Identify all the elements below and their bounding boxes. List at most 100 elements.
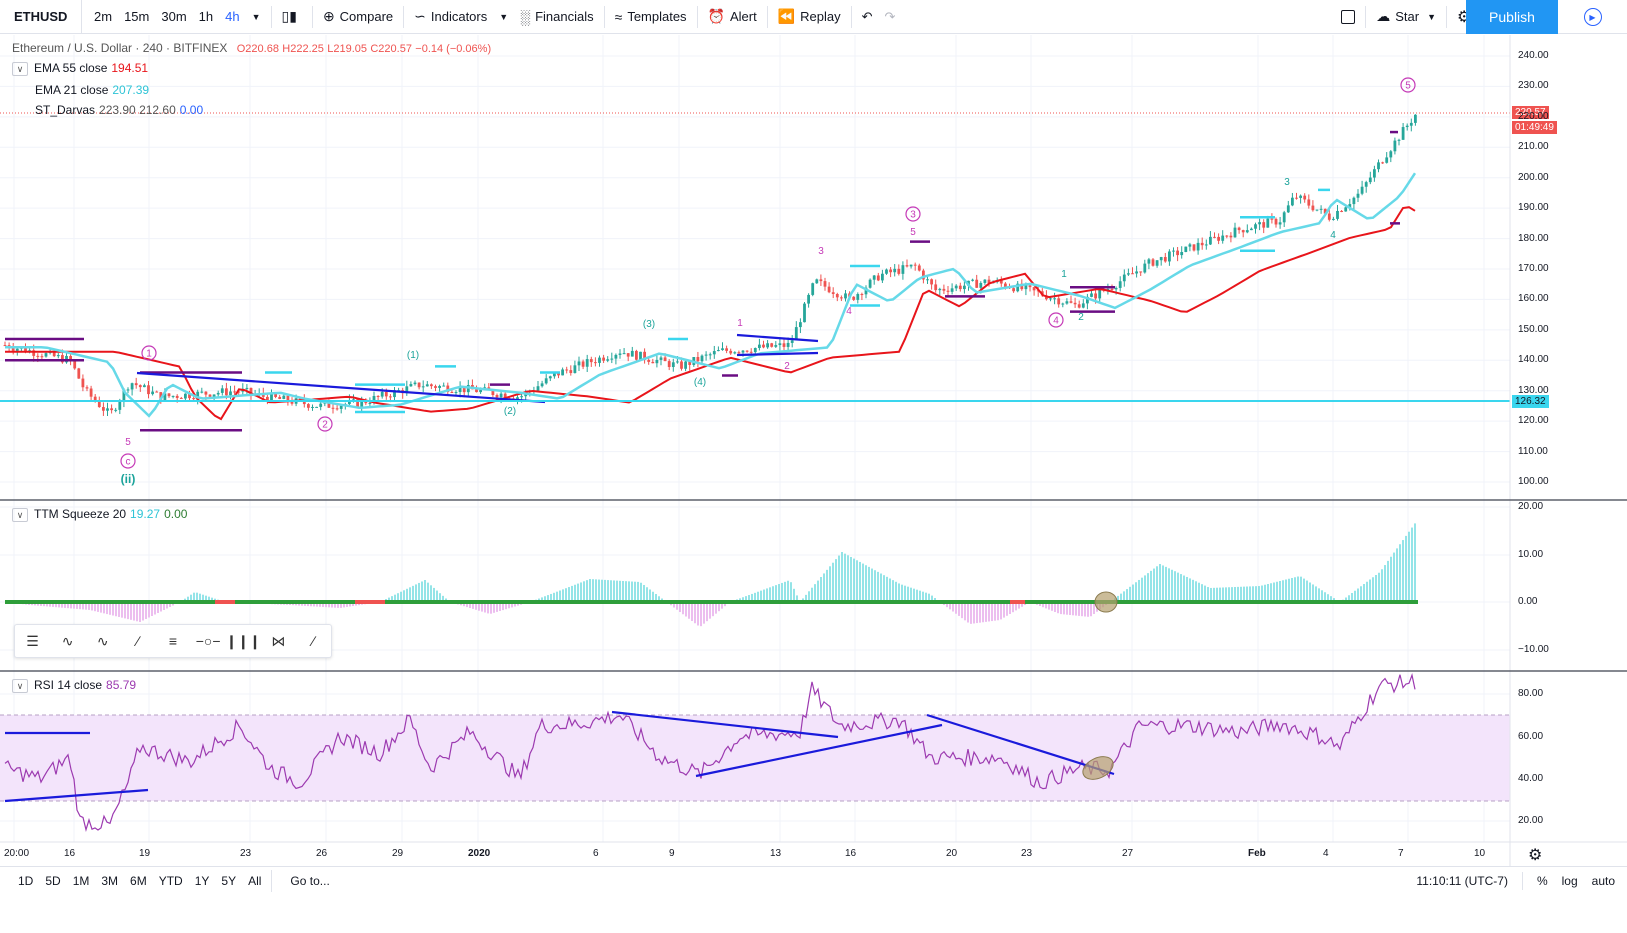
replay-label: Replay	[800, 9, 841, 24]
alert-button[interactable]: ⏰ Alert	[702, 0, 763, 34]
range-5y[interactable]: 5Y	[221, 873, 237, 888]
candle-body	[126, 389, 130, 391]
horizontal-ray-tool[interactable]: −○−	[194, 629, 222, 653]
play-button[interactable]: ▶	[1558, 0, 1627, 34]
log-toggle[interactable]: log	[1561, 874, 1578, 888]
darvas-legend[interactable]: ST_Darvas 223.90 212.60 0.00	[35, 103, 203, 117]
redo-button[interactable]: ↷	[879, 0, 902, 34]
wave-label: (4)	[694, 377, 706, 388]
candle-body	[405, 386, 409, 394]
wave-label: 4	[1330, 230, 1336, 241]
interval-1h[interactable]: 1h	[198, 9, 214, 24]
candle-body	[1381, 162, 1384, 164]
chevron-down-icon: ▼	[251, 11, 261, 22]
toolbar-divider	[1446, 5, 1448, 28]
candle-body	[1311, 205, 1315, 211]
range-5d[interactable]: 5D	[45, 873, 61, 888]
indicators-button[interactable]: ∽ Indicators ▼	[408, 0, 514, 34]
candle-body	[368, 402, 372, 404]
range-all[interactable]: All	[248, 873, 262, 888]
candle-body	[667, 361, 671, 368]
legend-open: O220.68	[236, 43, 279, 55]
publish-button[interactable]: Publish	[1466, 0, 1558, 34]
candle-body	[61, 355, 64, 363]
chart-type-button[interactable]: ▯▮	[276, 0, 308, 34]
ttm-legend[interactable]: ∨ TTM Squeeze 20 19.27 0.00	[12, 507, 187, 522]
candle-body	[475, 389, 478, 393]
pattern-tool[interactable]: ⋈	[264, 629, 292, 653]
candle-body	[249, 387, 253, 394]
undo-button[interactable]: ↶	[856, 0, 879, 34]
candle-body	[565, 369, 569, 371]
interval-2m[interactable]: 2m	[94, 9, 113, 24]
axis-settings-button[interactable]: ⚙	[1528, 845, 1542, 865]
candle-body	[651, 361, 655, 364]
rsi-legend[interactable]: ∨ RSI 14 close 85.79	[12, 678, 136, 693]
candle-body	[745, 350, 749, 352]
collapse-legend-button[interactable]: ∨	[12, 61, 28, 76]
compare-button[interactable]: ⊕ Compare	[317, 0, 399, 34]
candle-body	[1143, 263, 1147, 273]
star-button[interactable]: ☁ Star ▼	[1370, 0, 1442, 34]
candle-body	[229, 391, 232, 396]
ema21-value: 207.39	[112, 83, 150, 97]
rsi-tick-label: 60.00	[1518, 731, 1544, 742]
candle-body	[909, 264, 913, 267]
collapse-legend-button[interactable]: ∨	[12, 678, 28, 693]
candle-body	[442, 385, 446, 387]
candle-body	[1061, 303, 1065, 305]
candle-body	[24, 347, 27, 353]
range-1d[interactable]: 1D	[18, 873, 34, 888]
candle-body	[618, 353, 622, 355]
templates-button[interactable]: ≈ Templates	[609, 0, 693, 34]
range-ytd[interactable]: YTD	[158, 873, 183, 888]
interval-15m[interactable]: 15m	[124, 9, 150, 24]
play-icon: ▶	[1583, 8, 1602, 26]
candle-body	[659, 357, 663, 360]
range-3m[interactable]: 3M	[101, 873, 119, 888]
layout-button[interactable]	[1335, 0, 1361, 34]
clock[interactable]: 11:10:11 (UTC-7)	[1416, 874, 1508, 888]
candle-body	[81, 378, 85, 388]
fib-retracement-tool[interactable]: ≡	[159, 629, 187, 653]
symbol-search[interactable]: ETHUSD	[0, 0, 82, 34]
wave-label: 5	[910, 227, 916, 238]
ema21-legend[interactable]: EMA 21 close 207.39	[35, 83, 149, 97]
wave-label: 4	[1053, 316, 1059, 327]
main-legend: Ethereum / U.S. Dollar · 240 · BITFINEX …	[12, 41, 491, 55]
ema55-legend[interactable]: ∨ EMA 55 close 194.51	[12, 61, 148, 76]
interval-4h[interactable]: 4h	[225, 9, 240, 24]
replay-button[interactable]: ⏪ Replay	[772, 0, 847, 34]
candle-body	[421, 386, 425, 388]
abcd-pattern-tool[interactable]: ∿	[54, 629, 82, 653]
date-range-tool[interactable]: ❙❙❙	[226, 629, 261, 653]
candle-body	[868, 279, 872, 288]
candle-body	[573, 365, 577, 374]
percent-toggle[interactable]: %	[1536, 874, 1548, 888]
range-1m[interactable]: 1M	[72, 873, 90, 888]
collapse-legend-button[interactable]: ∨	[12, 507, 28, 522]
price-tick-label: 170.00	[1518, 263, 1549, 274]
rsi-value: 85.79	[106, 678, 137, 692]
interval-30m[interactable]: 30m	[161, 9, 187, 24]
wave-label: c	[126, 457, 131, 468]
elliott-wave-tool[interactable]: ∿	[89, 629, 117, 653]
range-6m[interactable]: 6M	[130, 873, 147, 888]
hline-price-tag: 126.32	[1512, 395, 1549, 408]
horizontal-lines-tool[interactable]: ☰	[19, 629, 47, 653]
candle-body	[188, 393, 191, 399]
candle-body	[1266, 218, 1270, 228]
candle-body	[680, 361, 683, 369]
square-icon	[1341, 9, 1356, 24]
ttm-tick-label: 10.00	[1518, 549, 1544, 560]
auto-toggle[interactable]: auto	[1591, 874, 1615, 888]
range-1y[interactable]: 1Y	[194, 873, 210, 888]
price-tick-label: 210.00	[1518, 141, 1549, 153]
goto-button[interactable]: Go to...	[290, 873, 330, 888]
trendlines	[136, 333, 819, 404]
line-tool[interactable]: ∕	[299, 629, 327, 653]
interval-dropdown[interactable]: ▼	[246, 0, 267, 34]
financials-button[interactable]: ░ Financials	[514, 0, 599, 34]
trend-line-tool[interactable]: ∕	[124, 629, 152, 653]
